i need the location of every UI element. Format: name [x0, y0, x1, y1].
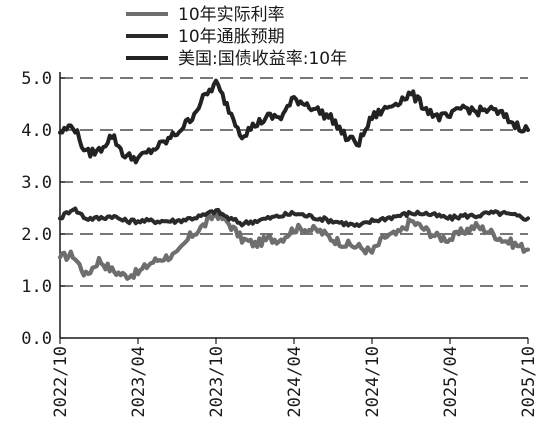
x-tick-label: 2023/04	[129, 346, 149, 418]
y-tick-label: 1.0	[21, 277, 52, 297]
legend-label: 10年通胀预期	[178, 27, 285, 47]
axes	[59, 72, 529, 344]
x-tick-label: 2022/10	[51, 346, 71, 418]
y-tick-labels: 0.0 1.0 2.0 3.0 4.0 5.0	[21, 69, 52, 349]
x-tick-label: 2023/10	[207, 346, 227, 418]
y-tick-label: 4.0	[21, 121, 52, 141]
y-tick-label: 3.0	[21, 173, 52, 193]
x-tick-label: 2025/10	[519, 346, 539, 418]
series-line-2	[58, 78, 530, 165]
series-line-0	[57, 210, 531, 281]
series-lines	[57, 78, 531, 281]
y-tick-label: 2.0	[21, 225, 52, 245]
legend-label: 美国:国债收益率:10年	[178, 49, 347, 69]
x-tick-labels: 2022/10 2023/04 2023/10 2024/04 2024/10 2025/…	[51, 346, 539, 418]
x-tick-label: 2025/04	[441, 346, 461, 418]
legend-label: 10年实际利率	[178, 5, 285, 25]
grid-lines	[60, 77, 528, 287]
y-tick-label: 0.0	[21, 329, 52, 349]
x-tick-label: 2024/10	[363, 346, 383, 418]
y-tick-label: 5.0	[21, 69, 52, 89]
x-tick-label: 2024/04	[285, 346, 305, 418]
series-line-1	[58, 206, 530, 229]
